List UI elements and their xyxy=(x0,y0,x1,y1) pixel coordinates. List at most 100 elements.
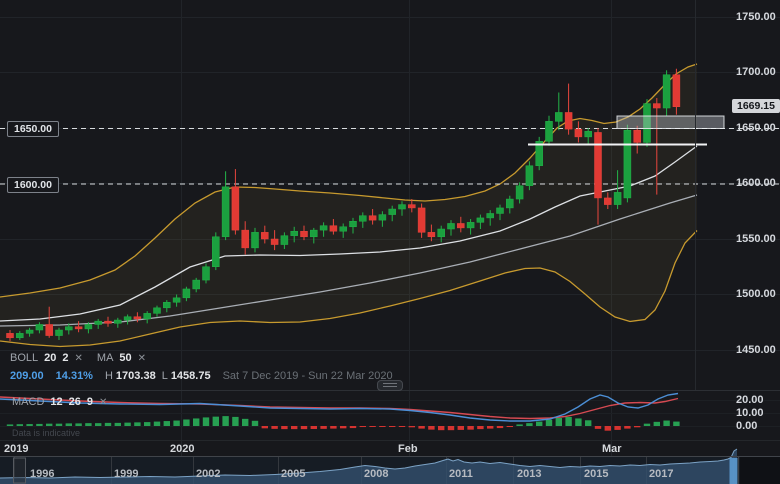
candle-body xyxy=(535,141,543,166)
candle-body xyxy=(319,225,328,231)
macd-histogram-bar xyxy=(349,426,357,429)
candle-body xyxy=(231,186,240,231)
macd-histogram-bar xyxy=(85,423,92,426)
macd-histogram-bar xyxy=(26,424,33,426)
macd-histogram-bar xyxy=(261,426,268,429)
candle-body xyxy=(408,204,416,209)
candle-body xyxy=(378,214,387,221)
bollinger-lower-line xyxy=(0,230,698,348)
macd-histogram-bar xyxy=(320,426,327,429)
candle-body xyxy=(241,229,249,249)
bollinger-upper-line xyxy=(0,63,698,298)
macd-histogram-bar xyxy=(232,416,239,426)
macd-histogram-bar xyxy=(634,426,641,428)
macd-line xyxy=(0,392,679,422)
candle-body xyxy=(251,232,259,249)
candle-body xyxy=(388,208,396,215)
macd-histogram-bar xyxy=(153,421,161,426)
macd-histogram-bar xyxy=(594,426,602,429)
macd-histogram-bar xyxy=(447,426,455,431)
candle-body xyxy=(84,324,93,330)
candle-body xyxy=(349,220,357,228)
macd-histogram-bar xyxy=(438,426,445,431)
macd-histogram-bar xyxy=(575,418,582,426)
macd-histogram-bar xyxy=(526,423,533,426)
macd-histogram-bar xyxy=(65,423,72,426)
candle-body xyxy=(555,112,563,122)
macd-histogram-bar xyxy=(418,426,425,429)
macd-histogram-bar xyxy=(673,421,680,426)
panel-splitter-handle[interactable] xyxy=(377,380,403,391)
macd-histogram-bar xyxy=(340,426,347,429)
macd-histogram-bar xyxy=(281,426,288,430)
candle-body xyxy=(329,225,338,232)
macd-histogram-bar xyxy=(55,423,63,426)
macd-histogram-bar xyxy=(536,421,543,426)
macd-histogram-bar xyxy=(95,423,102,426)
candle-body xyxy=(153,307,161,314)
macd-histogram-bar xyxy=(163,421,170,426)
candle-body xyxy=(192,279,200,290)
candle-body xyxy=(261,232,269,240)
candle-body xyxy=(437,228,445,238)
macd-histogram-bar xyxy=(477,426,484,430)
candle-body xyxy=(398,204,406,210)
ma50-line xyxy=(0,194,698,327)
candle-body xyxy=(212,236,220,267)
macd-histogram-bar xyxy=(467,426,474,430)
candle-body xyxy=(643,103,651,143)
macd-histogram-bar xyxy=(330,426,337,429)
candle-body xyxy=(133,316,142,320)
macd-histogram-bar xyxy=(428,426,435,430)
macd-histogram-bar xyxy=(614,426,621,430)
candle-body xyxy=(564,112,573,130)
macd-histogram-bar xyxy=(75,423,82,426)
macd-histogram-bar xyxy=(104,422,112,426)
macd-close-icon[interactable]: ✕ xyxy=(99,396,108,408)
candle-body xyxy=(515,185,524,200)
candle-body xyxy=(339,226,347,232)
candle-body xyxy=(496,207,504,214)
macd-histogram-bar xyxy=(193,418,200,426)
navigator-handle[interactable] xyxy=(13,457,26,484)
candle-body xyxy=(45,324,53,336)
candle-body xyxy=(16,333,24,339)
candle-body xyxy=(486,213,494,219)
candle-body xyxy=(613,192,622,205)
candle-body xyxy=(662,74,671,109)
macd-histogram-bar xyxy=(398,426,406,427)
candle-body xyxy=(25,329,34,334)
macd-histogram-bar xyxy=(624,426,631,429)
candle-body xyxy=(672,74,681,107)
candle-body xyxy=(172,297,181,303)
candle-body xyxy=(525,165,534,186)
candle-body xyxy=(270,238,279,245)
macd-histogram-bar xyxy=(222,416,229,426)
macd-histogram-bar xyxy=(379,426,386,427)
macd-histogram-bar xyxy=(408,426,415,428)
candle-body xyxy=(476,217,485,223)
macd-histogram-bar xyxy=(369,426,376,427)
macd-histogram-bar xyxy=(604,426,611,431)
boll-close-icon[interactable]: ✕ xyxy=(74,352,83,364)
candle-body xyxy=(55,329,63,336)
candle-body xyxy=(310,229,318,238)
candle-body xyxy=(653,103,661,109)
ma-close-icon[interactable]: ✕ xyxy=(137,352,147,364)
macd-histogram-bar xyxy=(144,422,151,426)
candle-body xyxy=(65,326,73,331)
macd-histogram-bar xyxy=(389,426,396,427)
candle-body xyxy=(290,230,298,236)
macd-histogram-bar xyxy=(457,426,464,430)
candle-body xyxy=(506,198,514,209)
macd-histogram-bar xyxy=(496,426,504,429)
macd-histogram-bar xyxy=(516,424,523,426)
candle-body xyxy=(584,131,592,138)
navigator-selected-range[interactable] xyxy=(729,458,738,484)
candle-body xyxy=(574,128,583,138)
candle-body xyxy=(280,235,289,245)
macd-histogram-bar xyxy=(36,423,43,426)
candle-body xyxy=(545,121,553,142)
